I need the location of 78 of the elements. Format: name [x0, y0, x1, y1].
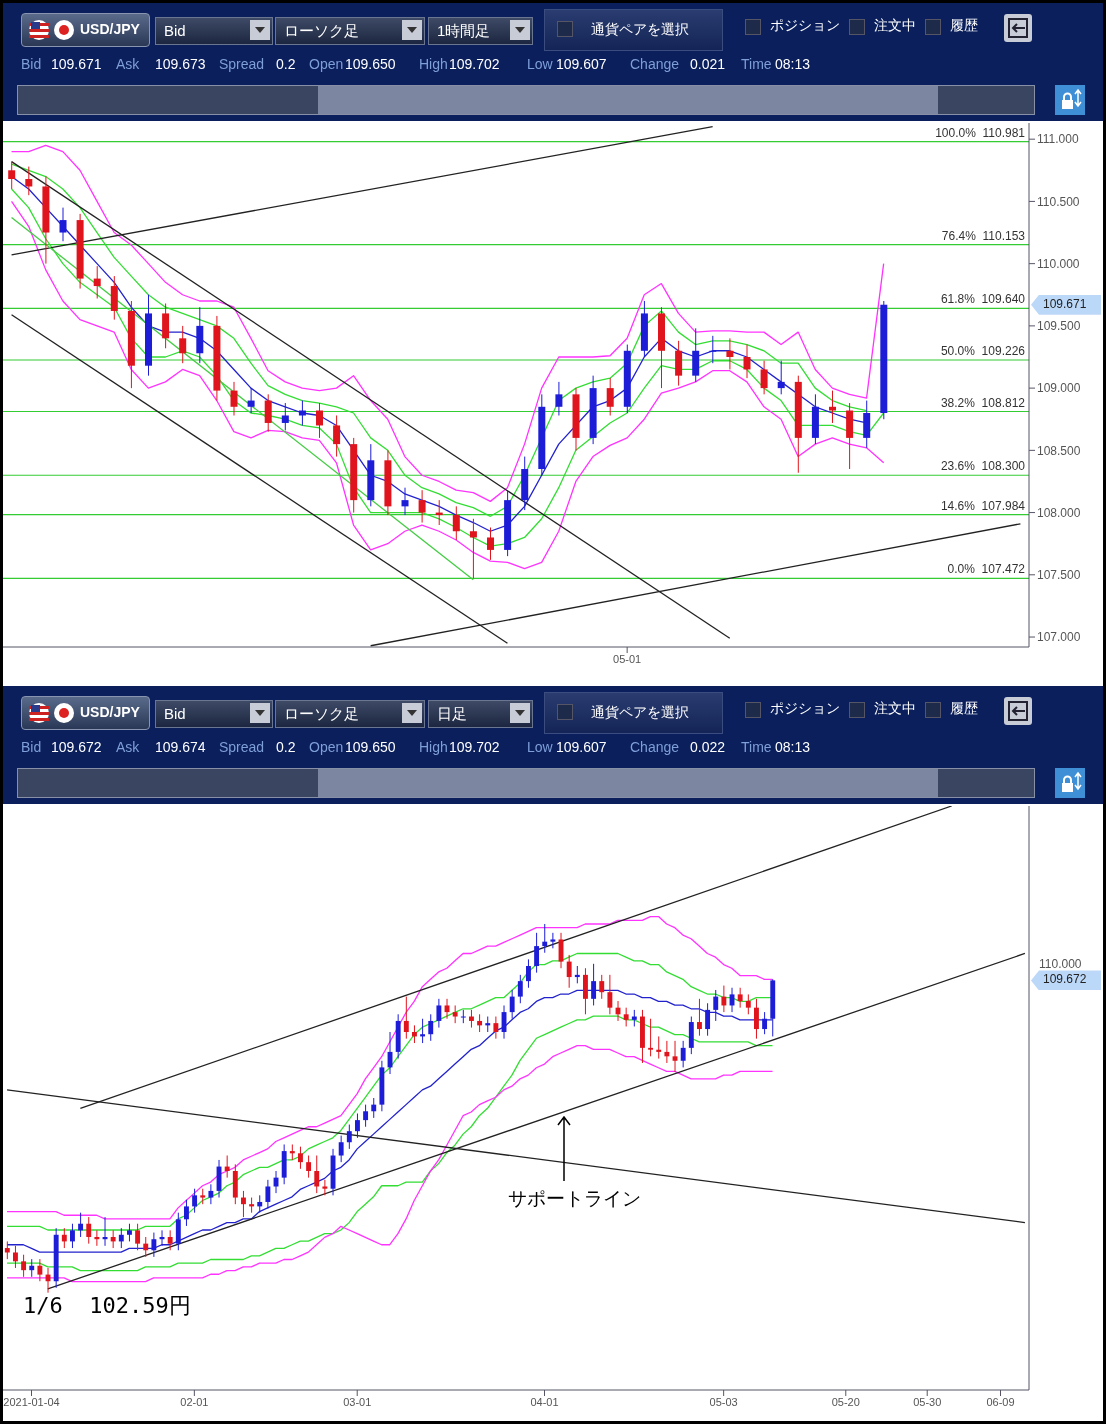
text: Bid [21, 739, 42, 755]
y-tick-label: 109.000 [1037, 381, 1081, 396]
x-tick-label: 05-03 [709, 1395, 738, 1408]
text: 注文中 [874, 700, 916, 718]
x-tick-label: 03-01 [343, 1395, 372, 1408]
y-tick-label: 109.500 [1037, 319, 1081, 334]
text: Change [630, 739, 680, 755]
text: Time [741, 739, 772, 755]
ref-line-label: 76.4% 110.153 [941, 228, 1026, 243]
text: Low [527, 739, 553, 755]
text: Open [309, 739, 344, 755]
text: ローソク足 [284, 705, 359, 724]
text: 109.650 [345, 56, 396, 72]
ref-line-label: 50.0% 109.226 [940, 343, 1026, 358]
text: Time [741, 56, 772, 72]
text: USD/JPY [80, 704, 140, 720]
text: Bid [164, 22, 186, 39]
text: 08:13 [775, 739, 811, 755]
x-tick-label: 02-01 [180, 1395, 209, 1408]
text: 109.674 [155, 739, 206, 755]
y-tick-label: 108.000 [1037, 505, 1081, 520]
y-tick-label: 107.000 [1037, 630, 1081, 645]
text: Bid [21, 56, 42, 72]
text: ポジション [770, 17, 840, 35]
y-tick-label: 110.500 [1037, 194, 1080, 209]
text: 109.671 [1043, 296, 1087, 311]
x-tick-label: 06-09 [986, 1395, 1015, 1408]
text: 通貨ペアを選択 [591, 704, 689, 722]
text: USD/JPY [80, 21, 140, 37]
text: 1時間足 [437, 22, 491, 41]
y-tick-label: 108.500 [1037, 443, 1081, 458]
x-tick-label: 05-01 [613, 652, 642, 665]
text: Open [309, 56, 344, 72]
text: 109.673 [155, 56, 206, 72]
text: 109.671 [51, 56, 102, 72]
text: High [419, 56, 448, 72]
text: 0.2 [276, 739, 296, 755]
x-tick-label: 04-01 [530, 1395, 559, 1408]
x-tick-label: 2021-01-04 [3, 1395, 60, 1408]
ref-line-label: 61.8% 109.640 [940, 292, 1026, 307]
ref-line-label: 23.6% 108.300 [940, 459, 1026, 474]
ref-line-label: 38.2% 108.812 [940, 395, 1026, 410]
text: 日足 [437, 705, 467, 724]
y-tick-label: 110.000 [1037, 256, 1080, 271]
text: 注文中 [874, 17, 916, 35]
ref-line-label: 14.6% 107.984 [940, 498, 1026, 513]
annotation: サポートライン [508, 1187, 641, 1211]
text: 109.650 [345, 739, 396, 755]
text: Ask [116, 739, 140, 755]
y-tick-label: 111.000 [1037, 132, 1079, 147]
text: Low [527, 56, 553, 72]
text: 109.672 [51, 739, 102, 755]
ref-line-label: 0.0% 107.472 [947, 562, 1026, 577]
text: 0.021 [690, 56, 726, 72]
text: 0.022 [690, 739, 726, 755]
text: 履歴 [950, 700, 978, 718]
text: 109.607 [556, 56, 607, 72]
text: ローソク足 [284, 22, 359, 41]
text: 109.672 [1043, 972, 1087, 987]
text: Spread [219, 56, 265, 72]
ref-line-label: 100.0% 110.981 [935, 125, 1026, 140]
x-tick-label: 05-20 [831, 1395, 860, 1408]
text: 1/6 102.59円 [23, 1292, 191, 1320]
text: 109.702 [449, 56, 500, 72]
text: ポジション [770, 700, 840, 718]
x-tick-label: 05-30 [913, 1395, 942, 1408]
text: 08:13 [775, 56, 811, 72]
text: 0.2 [276, 56, 296, 72]
text: 履歴 [950, 17, 978, 35]
text: 109.607 [556, 739, 607, 755]
text: 109.702 [449, 739, 500, 755]
text: High [419, 739, 448, 755]
text: Spread [219, 739, 265, 755]
text: Bid [164, 705, 186, 722]
y-tick-label: 107.500 [1037, 568, 1081, 583]
text: Change [630, 56, 680, 72]
text: 通貨ペアを選択 [591, 21, 689, 39]
text: Ask [116, 56, 140, 72]
